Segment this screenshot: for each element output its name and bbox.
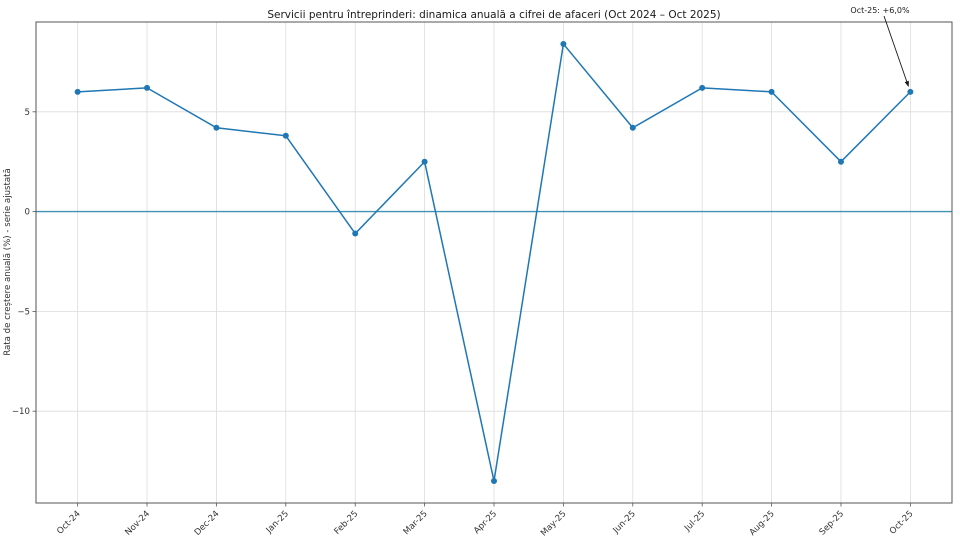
x-tick-label: Nov-24: [123, 509, 152, 538]
annotation-arrowhead: [904, 80, 909, 88]
x-tick-label: Jul-25: [682, 509, 707, 534]
y-tick-label: −10: [12, 407, 30, 417]
data-point: [491, 478, 497, 485]
data-point: [699, 84, 706, 91]
annotation-line: [883, 15, 908, 82]
y-tick-label: 5: [25, 108, 30, 118]
data-point: [907, 88, 914, 95]
data-point: [560, 40, 567, 47]
data-series: [74, 40, 914, 485]
data-point: [352, 230, 359, 237]
x-tick-label: Mar-25: [402, 509, 430, 537]
x-tick-label: Dec-24: [193, 509, 222, 538]
data-point: [144, 84, 151, 91]
chart-title: Servicii pentru întreprinderi: dinamica …: [267, 9, 720, 21]
x-axis-labels: Oct-24 Nov-24 Dec-24 Jan-25 Feb-25 Mar-25 Apr-…: [55, 509, 915, 538]
x-tick-label: Feb-25: [333, 509, 361, 537]
x-tick-label: Jan-25: [264, 509, 291, 536]
x-tick-label: Aug-25: [748, 509, 777, 538]
data-point: [282, 132, 289, 139]
data-point: [768, 88, 775, 95]
y-tick-label: −5: [17, 307, 30, 317]
data-point: [837, 158, 844, 165]
x-tick-label: Oct-25: [888, 509, 916, 537]
x-tick-label: Jun-25: [611, 509, 638, 536]
annotation-arrow: [883, 15, 909, 88]
data-point: [74, 88, 81, 95]
grid-layer: [36, 22, 952, 503]
y-tick-label: 0: [25, 208, 30, 218]
x-tick-label: Apr-25: [472, 509, 499, 536]
annotation-label: Oct-25: +6,0%: [850, 6, 910, 15]
y-axis-labels: 5 0 −5 −10: [12, 108, 30, 417]
x-tick-label: Oct-24: [55, 509, 83, 537]
axis-ticks: [32, 111, 911, 507]
x-tick-label: Sep-25: [818, 509, 846, 537]
x-tick-label: May-25: [539, 509, 568, 538]
data-point: [421, 158, 428, 165]
y-axis-label: Rata de creștere anuală (%) - serie ajus…: [3, 168, 13, 356]
data-point: [629, 124, 636, 131]
data-point: [213, 124, 220, 131]
